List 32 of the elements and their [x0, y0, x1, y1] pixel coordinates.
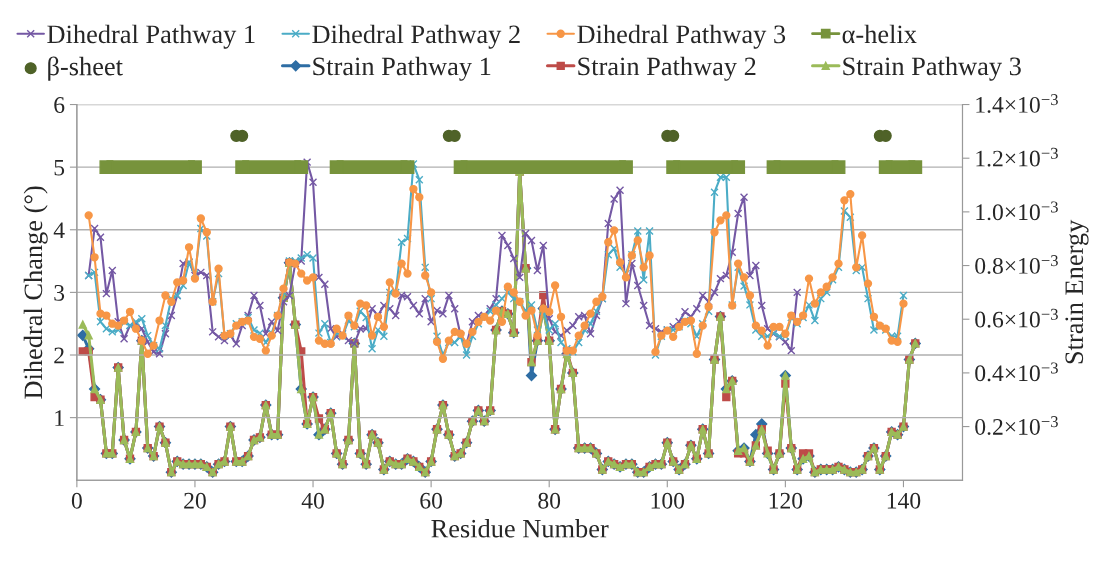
y-tick-label: 3: [54, 284, 65, 301]
legend-label: β-sheet: [48, 56, 123, 81]
y2-tick-label: 1.4×10$^{−3}$: [976, 94, 1058, 113]
y2-tick-label: 0.4×10$^{−3}$: [975, 362, 1058, 382]
y2-tick-label: 1.2×10$^{−3}$: [976, 147, 1058, 167]
y2-axis-title: Strain Energy: [1065, 219, 1089, 364]
y2-tick-label: 0.6×10$^{−3}$: [975, 308, 1058, 328]
legend-label: Strain Pathway 3: [843, 56, 1021, 81]
y2-tick-label: 0.8×10$^{−3}$: [975, 255, 1058, 274]
x-tick-label: 140: [887, 492, 921, 509]
legend-label: α-helix: [842, 24, 917, 44]
x-tick-label: 0: [71, 492, 82, 509]
y-tick-label: 5: [54, 159, 65, 176]
x-tick-label: 60: [420, 492, 443, 509]
legend-label: Dihedral Pathway 2: [312, 24, 520, 49]
x-tick-label: 120: [769, 492, 803, 509]
x-tick-label: 80: [538, 492, 561, 509]
x-tick-label: 20: [184, 492, 206, 509]
legend-label: Strain Pathway 1: [313, 56, 491, 81]
y-tick-label: 6: [54, 97, 65, 113]
y2-tick-label: 1.0×10$^{−3}$: [976, 201, 1058, 221]
x-tick-label: 40: [301, 492, 324, 509]
legend-label: Dihedral Pathway 3: [577, 24, 786, 49]
y-axis-title: Dihedral Change (°): [23, 186, 48, 399]
y-tick-label: 4: [53, 222, 65, 238]
x-axis-title: Residue Number: [431, 519, 609, 538]
x-tick-label: 100: [651, 492, 685, 509]
y-tick-label: 1: [55, 410, 64, 426]
y2-tick-label: 0.2×10$^{−3}$: [975, 416, 1058, 435]
legend-label: Strain Pathway 2: [578, 56, 756, 81]
y-tick-label: 2: [54, 347, 64, 364]
legend-label: Dihedral Pathway 1: [47, 24, 255, 49]
